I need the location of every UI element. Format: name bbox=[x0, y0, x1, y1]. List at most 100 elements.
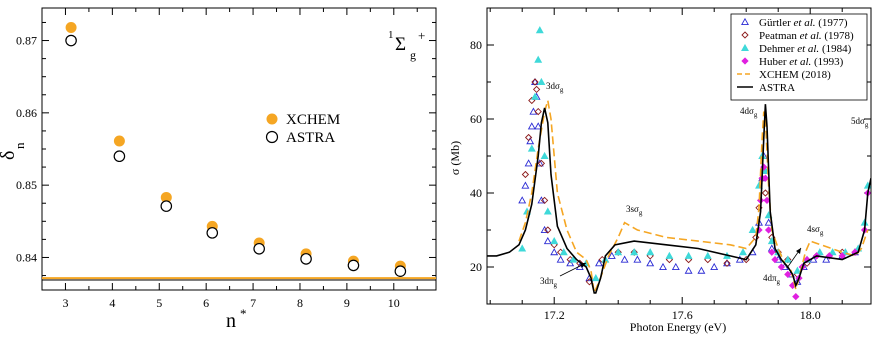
astra-point bbox=[394, 265, 407, 277]
dehmer-point bbox=[614, 248, 623, 256]
astra-point bbox=[160, 200, 173, 212]
legend-entry-label: ASTRA bbox=[759, 82, 795, 94]
huber-point bbox=[768, 248, 776, 256]
huber-point bbox=[771, 255, 779, 264]
x-tick-label: 5 bbox=[156, 296, 162, 310]
xchem-point bbox=[113, 135, 125, 147]
annotation-5dsg: 5dσg bbox=[851, 116, 869, 129]
dehmer-point bbox=[527, 144, 536, 152]
astra-point bbox=[253, 242, 265, 255]
gurtler-point bbox=[607, 251, 616, 259]
y-tick-label: 20 bbox=[470, 260, 482, 274]
huber-point bbox=[784, 270, 792, 279]
huber-point bbox=[777, 263, 786, 271]
xchem-point bbox=[160, 191, 172, 203]
dehmer-point bbox=[543, 207, 552, 215]
annotation-3dpg: 3dπg bbox=[540, 276, 558, 289]
x-tick-label: 9 bbox=[344, 296, 350, 310]
left-data-points bbox=[65, 22, 407, 277]
huber-point bbox=[792, 292, 800, 301]
y-tick-label: 0.84 bbox=[16, 250, 37, 264]
gurtler-point bbox=[550, 248, 559, 256]
dehmer-point bbox=[793, 266, 802, 274]
left-x-axis-label-sup: * bbox=[240, 306, 247, 321]
gurtler-point bbox=[537, 196, 546, 204]
gurtler-point bbox=[633, 255, 642, 263]
legend-marker bbox=[741, 17, 749, 26]
annotation-4dpg-arrowhead bbox=[796, 248, 801, 254]
y-tick-label: 80 bbox=[470, 38, 482, 52]
legend-marker bbox=[741, 57, 749, 65]
peatman-point bbox=[524, 133, 533, 142]
dehmer-point bbox=[559, 248, 568, 256]
dehmer-point bbox=[540, 151, 549, 160]
x-tick-label: 7 bbox=[250, 296, 256, 310]
gurtler-point bbox=[646, 259, 655, 267]
annotation-3dpg-arrowhead bbox=[580, 263, 586, 268]
dehmer-point bbox=[537, 77, 546, 86]
dehmer-point bbox=[828, 248, 837, 256]
dehmer-point bbox=[534, 55, 543, 63]
dehmer-point bbox=[665, 251, 674, 259]
legend-xchem-marker bbox=[266, 113, 278, 125]
peatman-point bbox=[521, 170, 530, 179]
astra-point bbox=[300, 253, 312, 265]
y-tick-label: 0.85 bbox=[16, 178, 37, 192]
peatman-point bbox=[532, 85, 541, 94]
peatman-point bbox=[723, 259, 731, 267]
legend-entry-label: Huber et al. (1993) bbox=[759, 56, 844, 68]
left-y-axis-label-sub: n bbox=[12, 142, 27, 149]
annotation-3ssg: 3sσg bbox=[626, 204, 643, 217]
gurtler-point bbox=[764, 218, 773, 226]
gurtler-point bbox=[671, 262, 680, 271]
astra-curve bbox=[487, 104, 871, 294]
state-label-sup: + bbox=[418, 28, 425, 43]
left-y-axis-ticks: 0.84 0.85 0.86 0.87 bbox=[16, 21, 436, 277]
dehmer-point bbox=[630, 248, 639, 256]
peatman-point bbox=[531, 78, 539, 86]
peatman-point bbox=[544, 226, 552, 234]
state-label-symbol: Σ bbox=[395, 34, 406, 55]
gurtler-point bbox=[710, 262, 719, 271]
peatman-point bbox=[540, 196, 549, 205]
x-tick-label: 4 bbox=[109, 296, 115, 310]
xchem-curve bbox=[518, 100, 869, 296]
gurtler-point bbox=[620, 255, 629, 263]
astra-point bbox=[65, 34, 77, 47]
resonance-annotations: 3dσg 3dπg 3sσg 4dσg 4dπg 4sσg 5dσg bbox=[540, 81, 869, 289]
peatman-point bbox=[761, 189, 770, 197]
gurtler-point bbox=[518, 196, 527, 204]
gurtler-point bbox=[521, 181, 530, 189]
state-label-base: 1 bbox=[388, 29, 394, 41]
legend-marker bbox=[741, 43, 749, 52]
gurtler-point bbox=[659, 262, 667, 271]
dehmer-point bbox=[591, 273, 600, 282]
xchem-point bbox=[65, 22, 77, 34]
y-tick-label: 40 bbox=[470, 186, 482, 200]
dehmer-point bbox=[646, 248, 655, 256]
dehmer-point bbox=[518, 244, 527, 252]
dehmer-point bbox=[748, 225, 757, 234]
x-tick-label: 18.0 bbox=[800, 308, 821, 322]
legend-entry-label: Gürtler et al. (1977) bbox=[759, 17, 848, 29]
x-tick-label: 17.6 bbox=[672, 308, 693, 322]
annotation-3dsg: 3dσg bbox=[546, 81, 564, 94]
legend-entry-label: Dehmer et al. (1984) bbox=[759, 43, 852, 55]
cross-section-chart: 17.2 17.6 18.0 20 40 60 80 Photon Energy (eV)… bbox=[448, 7, 872, 334]
dehmer-point bbox=[550, 236, 559, 245]
annotation-4dsg: 4dσg bbox=[740, 106, 758, 119]
left-plot-frame bbox=[41, 7, 437, 291]
y-tick-label: 60 bbox=[470, 112, 482, 126]
peatman-point bbox=[534, 107, 542, 116]
annotation-4dpg: 4dπg bbox=[763, 273, 781, 286]
astra-point bbox=[113, 150, 126, 163]
right-y-axis-label: σ (Mb) bbox=[448, 141, 462, 175]
x-tick-label: 6 bbox=[203, 296, 209, 310]
dehmer-point bbox=[815, 248, 824, 256]
dehmer-point bbox=[739, 248, 747, 256]
huber-point bbox=[764, 226, 773, 234]
gurtler-point bbox=[822, 255, 831, 263]
legend-marker bbox=[741, 31, 749, 39]
peatman-point bbox=[537, 159, 546, 168]
right-y-axis-ticks: 20 40 60 80 bbox=[470, 7, 871, 305]
